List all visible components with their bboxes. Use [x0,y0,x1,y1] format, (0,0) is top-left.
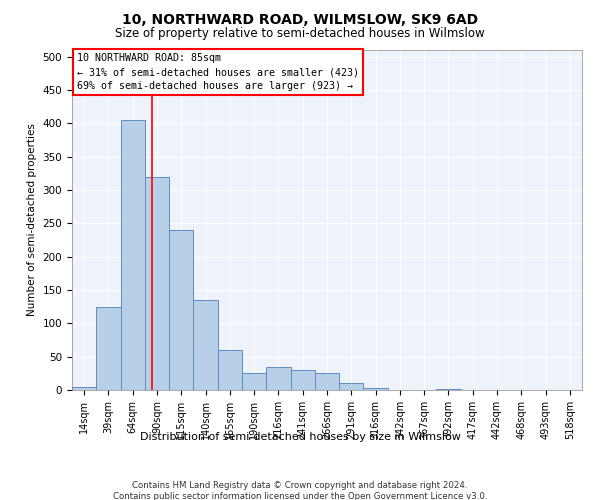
Bar [315,374,339,390]
Bar [193,300,218,390]
Bar [266,366,290,390]
Bar [96,306,121,390]
Text: 10 NORTHWARD ROAD: 85sqm
← 31% of semi-detached houses are smaller (423)
69% of : 10 NORTHWARD ROAD: 85sqm ← 31% of semi-d… [77,54,359,92]
Text: Distribution of semi-detached houses by size in Wilmslow: Distribution of semi-detached houses by … [140,432,460,442]
Bar [121,120,145,390]
Bar [169,230,193,390]
Bar [339,384,364,390]
Text: Contains public sector information licensed under the Open Government Licence v3: Contains public sector information licen… [113,492,487,500]
Y-axis label: Number of semi-detached properties: Number of semi-detached properties [27,124,37,316]
Text: Contains HM Land Registry data © Crown copyright and database right 2024.: Contains HM Land Registry data © Crown c… [132,481,468,490]
Bar [145,176,169,390]
Bar [364,388,388,390]
Text: Size of property relative to semi-detached houses in Wilmslow: Size of property relative to semi-detach… [115,28,485,40]
Bar [290,370,315,390]
Bar [242,374,266,390]
Text: 10, NORTHWARD ROAD, WILMSLOW, SK9 6AD: 10, NORTHWARD ROAD, WILMSLOW, SK9 6AD [122,12,478,26]
Bar [218,350,242,390]
Bar [72,386,96,390]
